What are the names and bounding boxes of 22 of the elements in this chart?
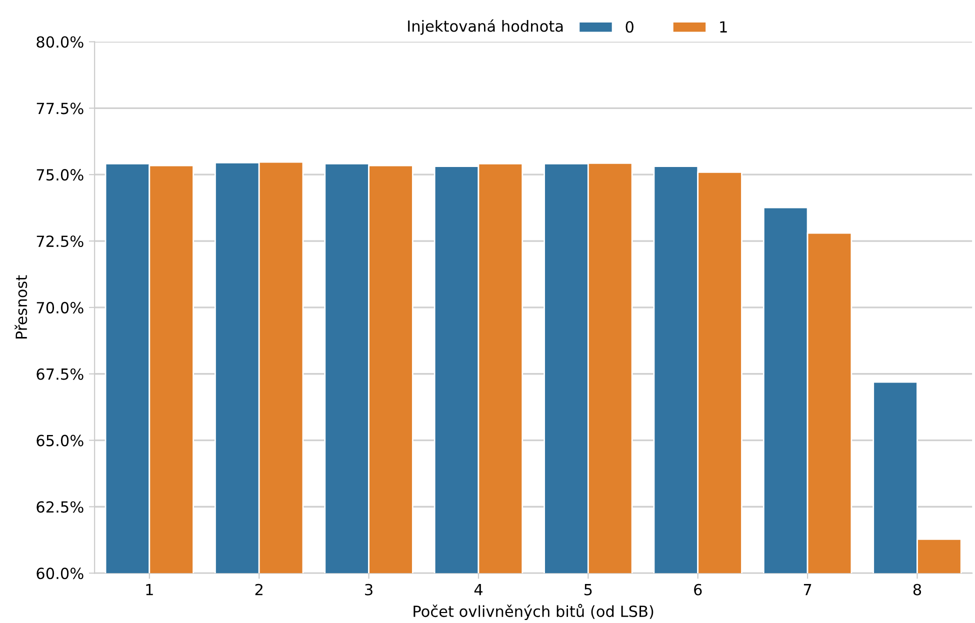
x-tick-label: 8 (913, 584, 922, 596)
y-tick-label: 72.5% (36, 235, 84, 248)
y-tick-label: 70.0% (36, 302, 84, 314)
x-axis-title: Počet ovlivněných bitů (od LSB) (414, 604, 654, 620)
y-tick-label: 75.0% (36, 169, 84, 181)
y-tick-label: 65.0% (36, 434, 84, 446)
x-tick-label: 3 (365, 584, 372, 596)
x-tick-label: 6 (694, 584, 702, 596)
y-tick-label: 60.0% (36, 568, 84, 580)
x-tick-label: 7 (804, 584, 812, 596)
x-tick-label: 1 (146, 584, 153, 596)
x-tick-label: 4 (474, 584, 482, 596)
y-tick-label: 62.5% (36, 501, 84, 513)
y-tick-label: 67.5% (36, 368, 84, 380)
legend-label: 1 (720, 21, 727, 32)
x-tick-label: 2 (255, 584, 262, 596)
y-axis-title: Přesnost (14, 275, 28, 339)
legend-title: Injektovaná hodnota (408, 19, 563, 35)
x-tick-label: 5 (584, 584, 592, 596)
legend-label: 0 (626, 21, 634, 33)
y-tick-label: 77.5% (36, 102, 84, 114)
y-tick-label: 80.0% (36, 36, 84, 48)
